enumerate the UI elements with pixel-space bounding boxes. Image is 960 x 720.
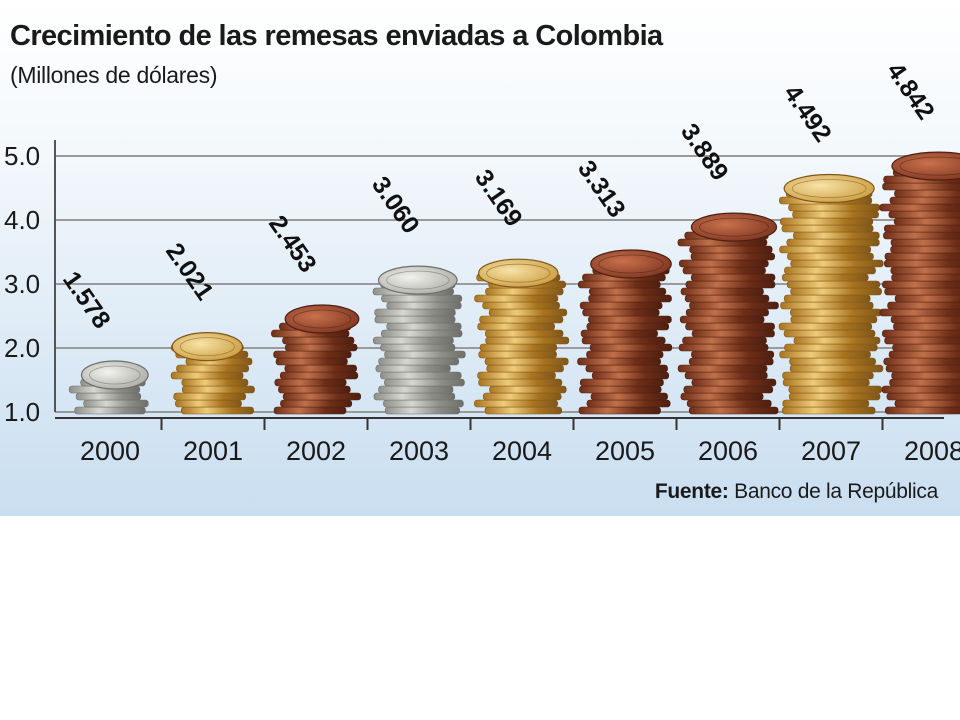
x-tick-label: 2004	[492, 436, 552, 466]
x-tick-label: 2005	[595, 436, 655, 466]
x-tick-label: 2006	[698, 436, 758, 466]
bar-2004	[474, 258, 570, 415]
value-label: 3.313	[572, 155, 631, 222]
x-tick-label: 2001	[183, 436, 243, 466]
value-label: 1.578	[57, 266, 116, 333]
bar-2007	[778, 173, 884, 415]
value-label: 3.060	[366, 172, 425, 239]
bar-2006	[677, 212, 779, 415]
bar-2005	[577, 249, 673, 415]
value-label: 3.169	[469, 165, 528, 232]
chart-title: Crecimiento de las remesas enviadas a Co…	[10, 20, 663, 52]
y-tick-label: 3.0	[4, 269, 40, 299]
value-label: 4.842	[881, 57, 940, 124]
x-tick-label: 2003	[389, 436, 449, 466]
bar-2001	[170, 332, 255, 415]
x-tick-label: 2007	[801, 436, 861, 466]
source-label: Fuente:	[654, 480, 729, 503]
x-tick-label: 2008	[904, 436, 960, 466]
value-label: 3.889	[675, 118, 734, 185]
y-tick-label: 2.0	[4, 333, 40, 363]
y-tick-label: 5.0	[4, 141, 40, 171]
bar-2003	[372, 265, 466, 415]
coin-bar-chart: 1.02.03.04.05.01.57820002.02120012.45320…	[4, 57, 960, 466]
value-label: 2.021	[160, 238, 219, 305]
chart-panel: Crecimiento de las remesas enviadas a Co…	[0, 0, 960, 516]
value-label: 4.492	[778, 80, 837, 147]
bar-2000	[68, 360, 149, 415]
bar-2002	[271, 304, 362, 415]
source-note: Fuente: Banco de la República	[655, 480, 938, 504]
source-text: Banco de la República	[734, 480, 938, 503]
x-tick-label: 2000	[80, 436, 140, 466]
x-tick-label: 2002	[286, 436, 346, 466]
y-tick-label: 1.0	[4, 397, 40, 427]
bar-2008	[879, 151, 960, 415]
chart-subtitle: (Millones de dólares)	[10, 62, 218, 88]
y-tick-label: 4.0	[4, 205, 40, 235]
